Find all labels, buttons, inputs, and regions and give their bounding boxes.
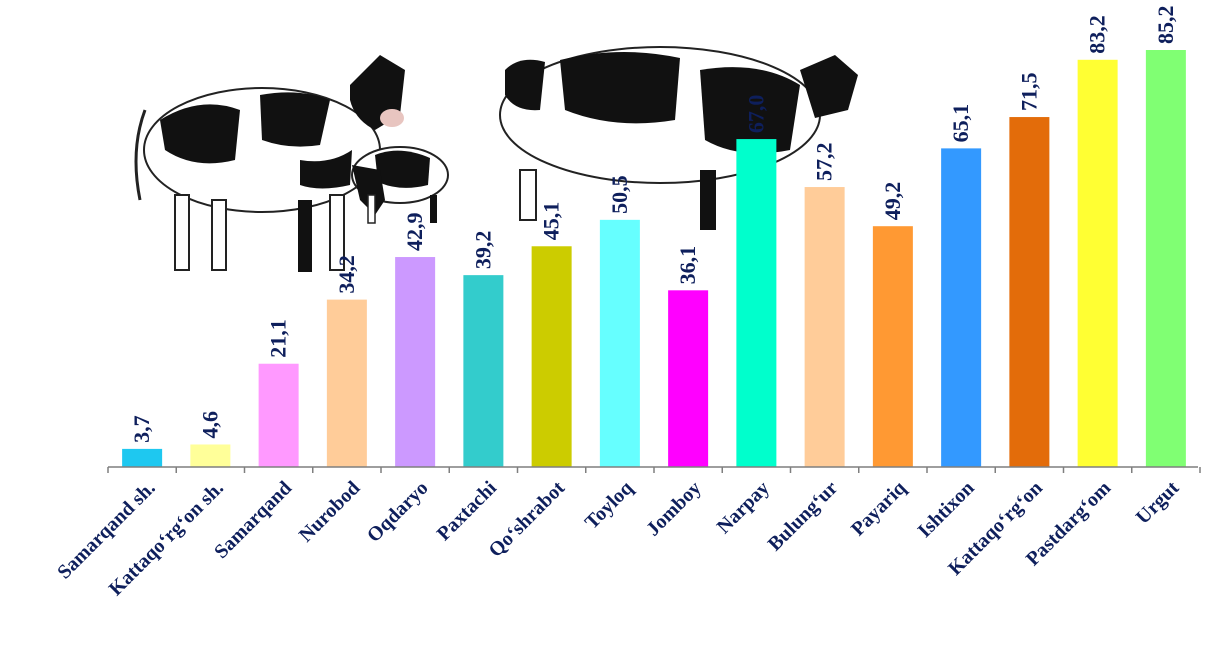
data-label: 67,0: [743, 95, 768, 134]
data-label: 34,2: [334, 255, 359, 294]
bar: [668, 290, 709, 467]
category-label: Jomboy: [642, 477, 705, 540]
data-label: 39,2: [470, 231, 495, 270]
category-label: Toyloq: [581, 477, 638, 534]
bar: [1077, 59, 1118, 468]
category-label: Oqdaryo: [363, 477, 433, 547]
category-label: Paxtachi: [433, 477, 502, 546]
data-label: 65,1: [948, 104, 973, 143]
category-label: Payariq: [847, 477, 910, 540]
category-labels-group: Samarqand sh.Kattaqo‘rg‘on sh.SamarqandN…: [53, 477, 1183, 601]
data-label: 36,1: [675, 246, 700, 285]
bar: [1145, 50, 1186, 467]
bar: [804, 187, 845, 468]
data-label: 4,6: [197, 411, 222, 439]
category-label: Nurobod: [295, 477, 365, 547]
bar: [599, 219, 640, 467]
bar: [395, 257, 436, 467]
bar: [1009, 117, 1050, 467]
bar: [326, 299, 367, 467]
data-label: 49,2: [880, 182, 905, 221]
bar: [736, 139, 777, 468]
bars-group: [122, 50, 1186, 468]
x-axis-ticks: [107, 467, 1201, 473]
calf-illustration: [351, 146, 449, 224]
category-label: Narpay: [713, 477, 774, 538]
bar: [872, 226, 913, 467]
bar: [531, 246, 572, 467]
data-label: 85,2: [1153, 6, 1178, 45]
data-label: 83,2: [1085, 15, 1110, 54]
data-label: 45,1: [539, 202, 564, 241]
bar: [122, 448, 163, 467]
category-label: Urgut: [1132, 477, 1184, 529]
bar: [258, 363, 299, 467]
data-label: 71,5: [1016, 73, 1041, 112]
bar: [941, 148, 982, 467]
category-label: Bulung‘ur: [764, 477, 843, 556]
category-label: Ishtixon: [914, 477, 979, 542]
data-label: 42,9: [402, 213, 427, 252]
bar: [463, 275, 504, 467]
category-label: Kattaqo‘rg‘on sh.: [105, 477, 228, 600]
data-label: 50,5: [607, 175, 632, 214]
cow-illustration-left: [134, 55, 405, 272]
value-labels-group: 3,7 4,6 21,1 34,2 42,9 39,2 45,1 50,5 36,1 67,0 57…: [129, 6, 1178, 443]
bar: [190, 444, 231, 467]
data-label: 3,7: [129, 415, 154, 443]
data-label: 21,1: [266, 319, 291, 358]
data-label: 57,2: [812, 143, 837, 182]
